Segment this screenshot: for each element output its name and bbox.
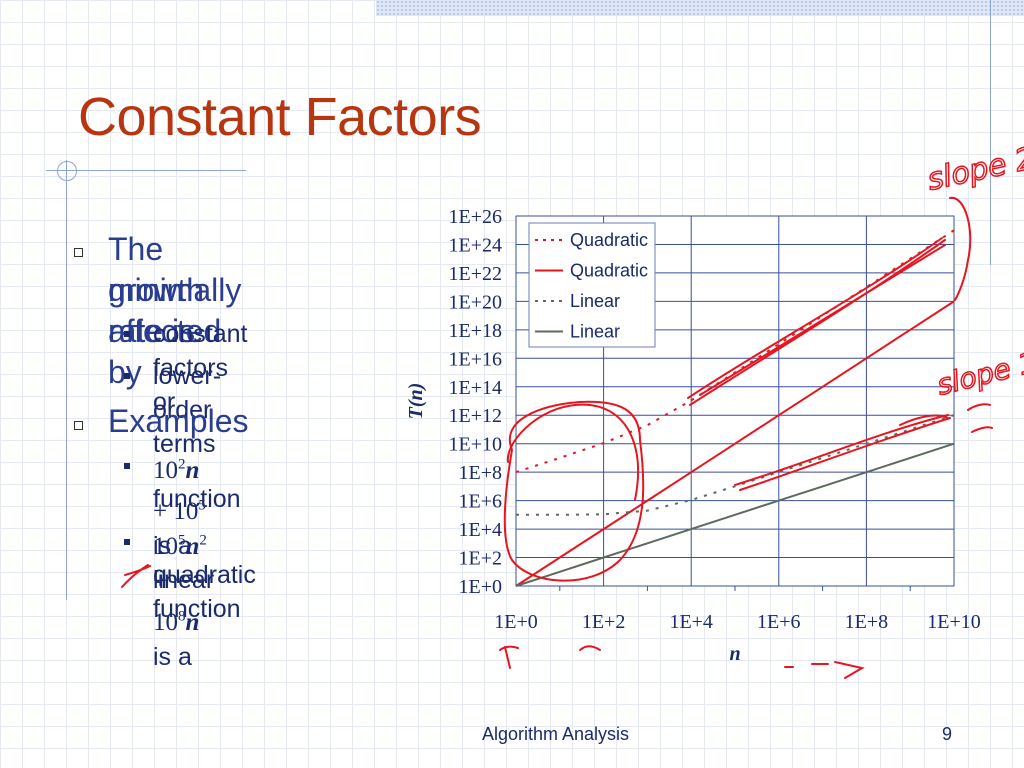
legend-label: Linear	[570, 291, 620, 311]
y-tick-label: 1E+12	[449, 405, 503, 427]
linear-formula: 102n + 105	[153, 457, 206, 525]
y-tick-label: 1E+4	[459, 519, 503, 541]
legend-label: Quadratic	[570, 230, 648, 250]
ink-stroke	[699, 244, 946, 396]
y-tick-label: 1E+2	[459, 548, 503, 570]
ink-stroke	[121, 564, 151, 588]
x-tick-label: 1E+0	[494, 611, 538, 633]
ink-stroke	[784, 661, 865, 679]
legend-box	[528, 222, 656, 348]
square-bullet-icon	[124, 331, 130, 337]
legend-label: Quadratic	[570, 261, 648, 281]
x-tick-label: 1E+8	[845, 611, 889, 633]
quadratic-formula: 105n2 + 108n	[153, 533, 207, 636]
series-line-linear	[516, 414, 955, 516]
decorative-vertical-line	[990, 0, 991, 265]
example-text: quadratic function	[153, 561, 256, 623]
y-axis-label: T(n)	[405, 383, 427, 420]
page-number: 9	[942, 724, 953, 744]
ink-stroke	[687, 237, 943, 399]
example-quadratic: 105n2 + 108n is a	[153, 524, 207, 674]
ink-stroke	[503, 400, 645, 582]
legend-label: Linear	[570, 322, 620, 342]
top-decorative-band	[376, 0, 1024, 16]
y-tick-label: 1E+20	[449, 291, 503, 313]
x-tick-label: 1E+10	[927, 611, 981, 633]
y-tick-label: 1E+22	[449, 263, 503, 285]
decorative-horizontal-line	[46, 170, 246, 171]
decorative-left-vertical-line	[66, 160, 67, 600]
square-bullet-icon	[74, 248, 83, 257]
series-line-linear	[515, 442, 955, 587]
square-bullet-icon	[124, 463, 130, 469]
slide-title: Constant Factors	[78, 87, 482, 147]
sub-bullet-text: lower-order terms	[153, 362, 222, 458]
y-tick-label: 1E+14	[449, 377, 503, 399]
ink-stroke	[506, 403, 639, 501]
y-tick-label: 1E+18	[449, 320, 503, 342]
x-tick-label: 1E+2	[582, 611, 626, 633]
ink-stroke	[967, 403, 993, 433]
example-text: function	[153, 485, 241, 513]
footer-text: Algorithm Analysis	[482, 724, 630, 744]
y-tick-label: 1E+8	[459, 462, 503, 484]
example-text: is a linear	[153, 531, 215, 594]
ink-stroke	[499, 645, 519, 669]
y-tick-label: 1E+24	[449, 234, 503, 256]
bullet-text-line: Examples	[108, 403, 249, 439]
sub-bullet-text: constant factors or	[153, 320, 248, 416]
square-bullet-icon	[124, 373, 130, 379]
ink-stroke	[739, 417, 951, 491]
bullet-text-line: The growth rate is	[108, 231, 205, 349]
example-text: is a	[153, 642, 192, 671]
square-bullet-icon	[74, 421, 83, 430]
y-tick-label: 1E+6	[459, 491, 503, 513]
ink-stroke	[689, 239, 946, 406]
example-linear: 102n + 105 is a linear	[153, 448, 214, 597]
series-line-quadratic	[515, 300, 955, 587]
ink-stroke	[949, 196, 972, 301]
y-tick-label: 1E+16	[449, 348, 503, 370]
chart-ticks: 1E+0 1E+2 1E+4 1E+6 1E+8 1E+10 1E+0 1E+2 1E+4 1E+…	[449, 206, 981, 633]
ink-stroke	[734, 414, 949, 486]
ink-stroke	[579, 645, 601, 651]
y-tick-label: 1E+26	[449, 206, 503, 228]
x-axis-label: n	[729, 643, 740, 665]
square-bullet-icon	[124, 539, 130, 545]
x-tick-label: 1E+6	[757, 611, 801, 633]
slope-2-annotation: slope 2	[924, 141, 1024, 198]
y-tick-label: 1E+10	[449, 434, 503, 456]
chart-legend: Quadratic Quadratic Linear Linear	[528, 222, 656, 348]
x-tick-label: 1E+4	[669, 611, 713, 633]
y-tick-label: 1E+0	[459, 576, 503, 598]
decorative-circle	[57, 161, 77, 181]
